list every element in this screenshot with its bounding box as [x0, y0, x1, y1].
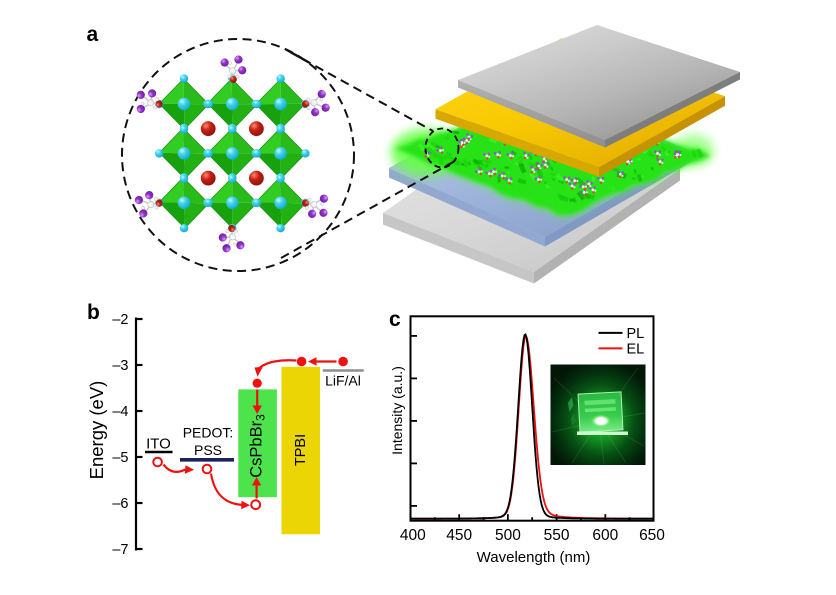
svg-text:Intensity (a.u.): Intensity (a.u.)	[389, 366, 405, 455]
svg-text:PEDOT:: PEDOT:	[183, 425, 234, 441]
svg-text:PL: PL	[627, 326, 645, 342]
svg-text:–4: –4	[112, 404, 128, 420]
svg-text:450: 450	[446, 527, 472, 544]
svg-text:Energy (eV): Energy (eV)	[86, 381, 107, 480]
svg-text:Wavelength (nm): Wavelength (nm)	[477, 549, 591, 566]
svg-text:500: 500	[495, 527, 521, 544]
svg-text:650: 650	[639, 527, 665, 544]
svg-text:TPBI: TPBI	[293, 434, 309, 466]
svg-text:550: 550	[544, 527, 570, 544]
svg-text:–7: –7	[112, 542, 128, 558]
svg-text:PSS: PSS	[194, 442, 222, 458]
svg-text:–5: –5	[112, 450, 128, 466]
svg-text:EL: EL	[627, 342, 645, 358]
svg-text:400: 400	[400, 527, 426, 544]
svg-text:–3: –3	[112, 358, 128, 374]
svg-text:b: b	[87, 301, 100, 324]
svg-text:–2: –2	[112, 312, 128, 328]
svg-text:c: c	[389, 308, 401, 331]
svg-text:CsPbBr3: CsPbBr3	[248, 414, 268, 478]
svg-text:a: a	[87, 23, 99, 46]
svg-text:600: 600	[592, 527, 618, 544]
svg-text:–6: –6	[112, 496, 128, 512]
svg-text:LiF/Al: LiF/Al	[325, 373, 361, 389]
svg-text:ITO: ITO	[146, 436, 171, 453]
